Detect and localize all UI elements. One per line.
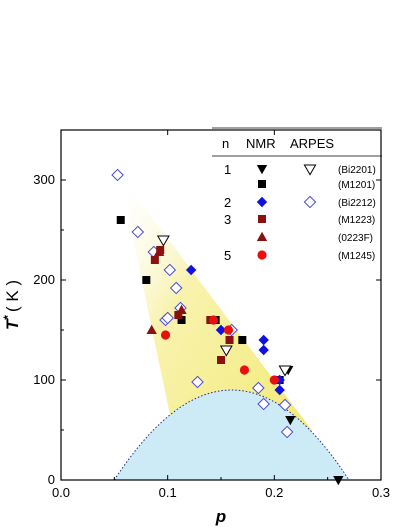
legend-row: 2 (Bi2212) [224, 195, 376, 210]
legend-n-value: 3 [224, 212, 231, 227]
legend-n-value: 1 [224, 162, 231, 177]
y-axis-symbol: T [3, 318, 22, 330]
x-tick-label: 0.3 [372, 485, 390, 500]
data-point [161, 311, 174, 325]
legend-nmr-marker [256, 231, 268, 241]
data-point [176, 304, 187, 314]
data-point [150, 256, 159, 264]
legend-system-label: (Bi2212) [338, 198, 376, 209]
data-point [153, 246, 165, 256]
legend-arpes-marker [303, 164, 317, 176]
x-tick-label: 0.1 [159, 485, 177, 500]
y-axis-superscript: * [1, 315, 15, 320]
data-point [280, 425, 294, 439]
legend-header-nmr: NMR [246, 136, 276, 151]
series-bi2201-arpes [156, 235, 292, 377]
data-point [174, 311, 183, 319]
legend-arpes-marker [303, 195, 317, 209]
legend-nmr-marker [258, 215, 266, 223]
superconducting-dome [113, 389, 350, 480]
data-point [278, 365, 292, 377]
x-axis: 0.0 0.1 0.2 0.3 [52, 130, 390, 500]
data-point [285, 416, 296, 426]
data-point [219, 345, 233, 357]
legend-row: 5 (M1245) [224, 248, 375, 263]
legend-system-label: (M1245) [338, 251, 375, 262]
data-point [116, 216, 125, 224]
legend-system-label: (M1223) [338, 215, 375, 226]
legend-nmr-marker [258, 180, 266, 188]
legend-nmr-marker [256, 165, 268, 175]
x-tick-label: 0.0 [52, 485, 70, 500]
data-point [258, 334, 269, 346]
legend-row: (M1201) [258, 180, 375, 191]
data-point [225, 336, 234, 344]
legend: n NMR ARPES 1 (Bi2201) (M1201) 2 (Bi2212) 3 (M122… [212, 127, 382, 263]
data-point [163, 263, 177, 277]
data-points [111, 168, 344, 486]
legend-system-label: (0223F) [338, 233, 373, 244]
y-axis-unit: ( K ) [3, 280, 22, 312]
data-point [169, 281, 183, 295]
data-point [274, 384, 285, 396]
data-point [156, 235, 170, 247]
data-point [257, 397, 270, 411]
y-tick-label: 300 [33, 172, 55, 187]
data-point [111, 168, 124, 182]
data-point [239, 365, 250, 375]
data-point [269, 375, 279, 385]
y-tick-label: 200 [33, 272, 55, 287]
legend-n-value: 2 [224, 195, 231, 210]
data-point [252, 381, 265, 395]
legend-n-value: 5 [224, 248, 231, 263]
data-point [146, 324, 157, 334]
data-point [185, 264, 197, 276]
data-point [333, 476, 344, 486]
legend-nmr-marker [257, 250, 267, 260]
series-m1245-nmr [160, 315, 279, 385]
y-axis-title: T* ( K ) [1, 280, 22, 330]
data-point [160, 330, 171, 340]
data-point [223, 325, 234, 335]
data-point [191, 375, 204, 389]
x-tick-label: 0.2 [265, 485, 283, 500]
data-point [278, 398, 292, 412]
x-axis-title: p [215, 507, 226, 526]
data-point [142, 276, 151, 284]
data-point [217, 356, 225, 364]
legend-nmr-marker [256, 196, 268, 208]
data-point [258, 344, 269, 356]
legend-header-n: n [222, 136, 229, 151]
y-axis: 0 100 200 300 [33, 172, 381, 487]
series-0223f-nmr [146, 246, 187, 334]
data-point [238, 336, 247, 344]
legend-header-arpes: ARPES [290, 136, 334, 151]
legend-row: (0223F) [256, 231, 373, 244]
legend-row: 3 (M1223) [224, 212, 375, 227]
legend-system-label: (Bi2201) [338, 165, 376, 176]
legend-system-label: (M1201) [338, 180, 375, 191]
data-point [177, 316, 186, 324]
data-point [131, 225, 145, 239]
y-tick-label: 100 [33, 372, 55, 387]
data-point [208, 315, 219, 325]
y-tick-label: 0 [48, 472, 55, 487]
legend-row: 1 (Bi2201) [224, 162, 376, 177]
data-point [215, 324, 227, 336]
